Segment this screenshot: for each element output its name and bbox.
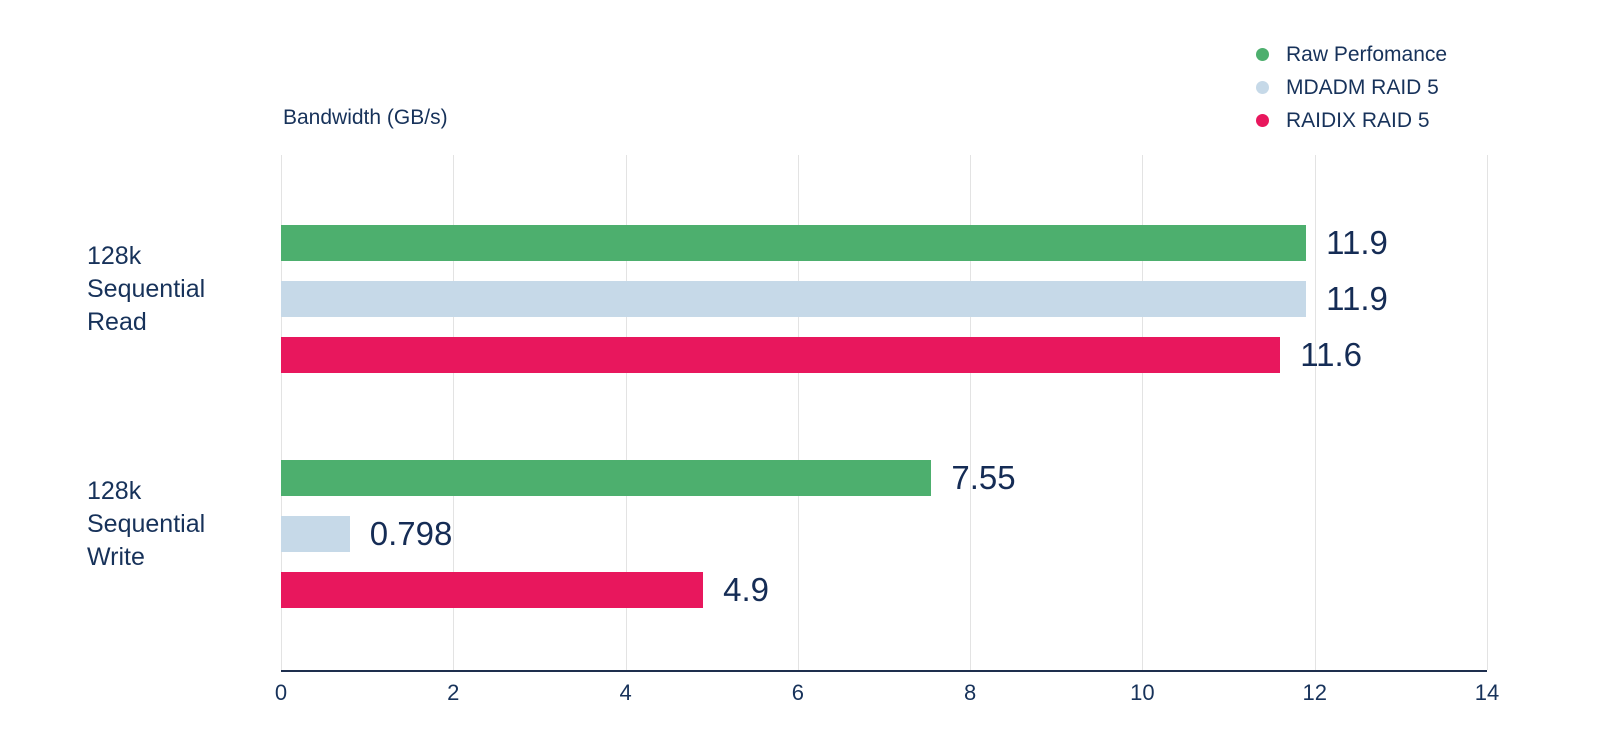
legend-swatch-raw-performance-icon (1256, 48, 1269, 61)
bar-value-label: 11.6 (1300, 336, 1363, 373)
gridline (453, 155, 455, 670)
bar-raidix-raid-5 (281, 337, 1281, 373)
plot-area: 0 2 4 6 8 10 12 14 11.9 11.9 11.6 7.55 0.798 4.9 (275, 155, 1499, 705)
bar-value-label: 11.9 (1326, 280, 1388, 317)
axis-title: Bandwidth (GB/s) (283, 106, 448, 129)
bar-value-label: 11.9 (1326, 224, 1388, 261)
bar-value-label: 7.55 (951, 459, 1016, 496)
x-tick-label: 12 (1302, 680, 1327, 705)
gridline (797, 155, 799, 670)
legend-item: MDADM RAID 5 (1256, 71, 1447, 104)
legend-label: RAIDIX RAID 5 (1286, 108, 1430, 132)
category-label: 128k Sequential Write (87, 477, 206, 571)
gridline (281, 155, 282, 670)
bar-raidix-raid-5 (281, 572, 704, 608)
legend-swatch-mdadm-raid5-icon (1256, 81, 1269, 94)
legend-swatch-raidix-raid5-icon (1256, 114, 1269, 127)
legend-item: RAIDIX RAID 5 (1256, 104, 1447, 137)
bar-value-label: 0.798 (369, 515, 453, 552)
x-tick-label: 10 (1130, 680, 1155, 705)
bar-value-label: 4.9 (723, 571, 769, 608)
gridline (1142, 155, 1144, 670)
bar-raw-perfomance (281, 460, 932, 496)
x-tick-label: 14 (1474, 680, 1500, 705)
legend-label: Raw Perfomance (1286, 42, 1448, 66)
category-label: 128k Sequential Read (87, 242, 206, 336)
x-tick-label: 6 (791, 680, 804, 705)
x-tick-label: 4 (619, 680, 632, 705)
gridline (625, 155, 627, 670)
bar-mdadm-raid-5 (281, 516, 350, 552)
gridline (970, 155, 972, 670)
x-tick-label: 8 (964, 680, 977, 705)
legend-label: MDADM RAID 5 (1286, 75, 1439, 99)
bar-raw-perfomance (281, 225, 1307, 261)
gridline (1487, 155, 1488, 670)
x-tick-label: 0 (274, 680, 288, 705)
x-tick-label: 2 (447, 680, 460, 705)
legend-item: Raw Perfomance (1256, 38, 1447, 71)
legend: Raw Perfomance MDADM RAID 5 RAIDIX RAID … (1256, 38, 1447, 137)
bar-mdadm-raid-5 (281, 281, 1307, 317)
gridline (1314, 155, 1316, 670)
